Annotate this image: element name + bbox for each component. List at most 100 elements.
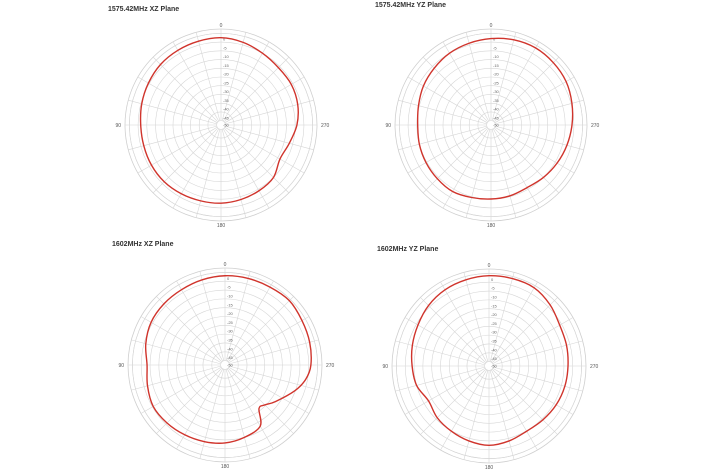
radial-tick-label: -25 bbox=[227, 320, 234, 325]
angle-tick-label: 180 bbox=[487, 223, 496, 229]
grid-spoke bbox=[172, 41, 220, 122]
radial-tick-label: -45 bbox=[493, 115, 500, 120]
grid-spoke bbox=[463, 272, 489, 362]
radial-tick-label: -30 bbox=[493, 89, 500, 94]
radial-tick-label: -30 bbox=[227, 329, 234, 334]
angle-tick-label: 0 bbox=[224, 262, 227, 268]
radial-tick-label: 0 bbox=[227, 276, 230, 281]
grid-spoke bbox=[137, 76, 218, 124]
grid-spoke bbox=[493, 366, 583, 392]
grid-spoke bbox=[156, 367, 223, 434]
radial-tick-label: -30 bbox=[491, 330, 498, 335]
grid-spoke bbox=[491, 32, 517, 121]
radial-tick-label: -45 bbox=[223, 115, 230, 120]
grid-spoke bbox=[228, 316, 310, 364]
grid-spoke bbox=[156, 296, 223, 363]
grid-spoke bbox=[440, 369, 488, 451]
grid-spoke bbox=[128, 125, 217, 151]
grid-spoke bbox=[407, 76, 488, 124]
radial-tick-label: -45 bbox=[227, 355, 234, 360]
grid-spoke bbox=[199, 369, 225, 459]
grid-spoke bbox=[494, 76, 575, 124]
chart-title-1: 1575.42MHz XZ Plane bbox=[108, 6, 180, 13]
angle-tick-label: 180 bbox=[221, 464, 230, 470]
angle-tick-label: 180 bbox=[485, 465, 494, 470]
chart-title-2: 1575.42MHz YZ Plane bbox=[375, 2, 447, 9]
grid-spoke bbox=[225, 125, 314, 151]
radial-tick-label: -50 bbox=[493, 123, 500, 128]
radial-tick-label: -35 bbox=[493, 98, 500, 103]
grid-spoke bbox=[495, 125, 584, 151]
grid-spoke bbox=[229, 339, 319, 365]
radial-tick-label: -10 bbox=[223, 54, 230, 59]
radial-tick-label: -35 bbox=[223, 98, 230, 103]
grid-spoke bbox=[495, 99, 584, 125]
radial-tick-label: -15 bbox=[493, 63, 500, 68]
angle-tick-label: 0 bbox=[488, 263, 491, 269]
grid-spoke bbox=[463, 370, 489, 460]
grid-spoke bbox=[137, 126, 218, 174]
radial-tick-label: -20 bbox=[227, 311, 234, 316]
radial-tick-label: -45 bbox=[491, 356, 498, 361]
radial-tick-label: -5 bbox=[493, 45, 497, 50]
angle-tick-label: 0 bbox=[220, 23, 223, 29]
grid-spoke bbox=[224, 76, 305, 124]
grid-spoke bbox=[493, 56, 560, 123]
grid-spoke bbox=[223, 56, 290, 123]
angle-tick-label: 90 bbox=[118, 363, 124, 369]
grid-spoke bbox=[222, 128, 270, 209]
angle-tick-label: 270 bbox=[591, 123, 600, 129]
grid-spoke bbox=[465, 32, 491, 121]
grid-spoke bbox=[140, 316, 222, 364]
grid-spoke bbox=[492, 41, 540, 122]
grid-spoke bbox=[493, 340, 583, 366]
radial-tick-label: -20 bbox=[491, 312, 498, 317]
angle-tick-label: 270 bbox=[326, 363, 335, 369]
angle-tick-label: 90 bbox=[385, 123, 391, 129]
chart-title-4: 1602MHz YZ Plane bbox=[377, 246, 439, 253]
radial-tick-label: -10 bbox=[491, 294, 498, 299]
grid-spoke bbox=[398, 125, 487, 151]
angle-tick-label: 90 bbox=[115, 123, 121, 129]
angle-tick-label: 90 bbox=[382, 364, 388, 370]
grid-spoke bbox=[221, 32, 247, 121]
radial-tick-label: 0 bbox=[493, 37, 496, 42]
grid-spoke bbox=[404, 317, 486, 365]
radial-tick-label: -15 bbox=[227, 302, 234, 307]
radial-tick-label: -15 bbox=[491, 303, 498, 308]
grid-spoke bbox=[442, 41, 490, 122]
radial-tick-label: -50 bbox=[227, 363, 234, 368]
grid-spoke bbox=[221, 129, 247, 218]
grid-spoke bbox=[225, 99, 314, 125]
grid-spoke bbox=[490, 369, 538, 451]
radial-tick-label: -40 bbox=[491, 347, 498, 352]
grid-spoke bbox=[172, 128, 220, 209]
grid-spoke bbox=[199, 271, 225, 361]
grid-spoke bbox=[152, 127, 219, 194]
grid-spoke bbox=[195, 129, 221, 218]
radial-tick-label: 0 bbox=[491, 277, 494, 282]
grid-spoke bbox=[490, 281, 538, 363]
grid-spoke bbox=[225, 271, 251, 361]
grid-spoke bbox=[228, 366, 310, 414]
grid-spoke bbox=[223, 127, 290, 194]
grid-spoke bbox=[422, 56, 489, 123]
radial-tick-label: -40 bbox=[493, 107, 500, 112]
grid-spoke bbox=[195, 32, 221, 121]
grid-spoke bbox=[398, 99, 487, 125]
grid-spoke bbox=[395, 340, 485, 366]
grid-spoke bbox=[442, 128, 490, 209]
angle-tick-label: 270 bbox=[590, 364, 599, 370]
grid-spoke bbox=[226, 280, 274, 362]
radial-tick-label: -25 bbox=[223, 80, 230, 85]
chart-title-3: 1602MHz XZ Plane bbox=[112, 241, 174, 248]
radial-tick-label: -15 bbox=[223, 63, 230, 68]
angle-tick-label: 0 bbox=[490, 23, 493, 29]
grid-spoke bbox=[420, 368, 487, 435]
grid-spoke bbox=[404, 367, 486, 415]
grid-spoke bbox=[491, 297, 558, 364]
grid-spoke bbox=[176, 368, 224, 450]
radial-tick-label: -5 bbox=[223, 45, 227, 50]
grid-spoke bbox=[492, 317, 574, 365]
